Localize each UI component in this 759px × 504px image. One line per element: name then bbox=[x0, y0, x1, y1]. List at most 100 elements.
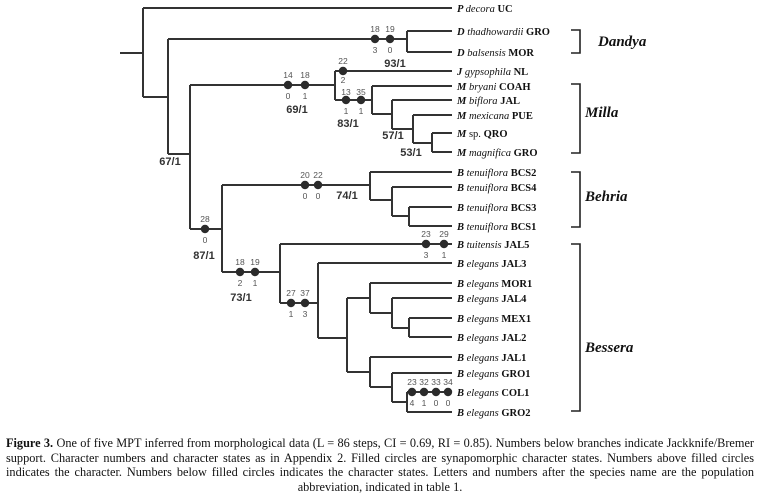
clade-label-milla: Milla bbox=[584, 105, 619, 121]
taxon-label-part: B bbox=[456, 279, 467, 290]
taxon-label-part: GRO bbox=[526, 27, 550, 38]
taxon-label-part: tenuiflora bbox=[467, 183, 511, 194]
taxon-label: B elegans JAL1 bbox=[456, 353, 526, 364]
support-label: 53/1 bbox=[400, 147, 421, 159]
taxon-label-part: M bbox=[456, 129, 469, 140]
taxon-label: M sp. QRO bbox=[456, 129, 507, 140]
synapomorphy-circle bbox=[385, 34, 395, 44]
support-label: 69/1 bbox=[286, 104, 307, 116]
character-state: 1 bbox=[344, 106, 349, 116]
character-state: 3 bbox=[303, 309, 308, 319]
taxon-label-part: elegans bbox=[467, 388, 502, 399]
taxon-label-part: JAL4 bbox=[501, 294, 527, 305]
taxon-label-part: B bbox=[456, 168, 467, 179]
taxon-label-part: sp. bbox=[469, 129, 484, 140]
character-number: 27 bbox=[286, 288, 296, 298]
synapomorphy-circle bbox=[300, 180, 310, 190]
taxon-label-part: B bbox=[456, 203, 467, 214]
taxon-label: B elegans MEX1 bbox=[456, 314, 531, 325]
taxon-label: B tenuiflora BCS1 bbox=[456, 222, 536, 233]
taxon-label-part: tenuiflora bbox=[467, 222, 511, 233]
character-state: 0 bbox=[316, 191, 321, 201]
taxon-label-part: elegans bbox=[467, 314, 502, 325]
character-state: 3 bbox=[424, 250, 429, 260]
taxon-label: B tenuiflora BCS2 bbox=[456, 168, 536, 179]
taxon-label-part: GRO bbox=[514, 148, 538, 159]
support-label: 74/1 bbox=[336, 190, 357, 202]
taxon-label: B elegans COL1 bbox=[456, 388, 529, 399]
taxon-label-part: BCS3 bbox=[511, 203, 537, 214]
taxon-label: B tenuiflora BCS4 bbox=[456, 183, 537, 194]
character-number: 23 bbox=[421, 229, 431, 239]
taxon-label: M mexicana PUE bbox=[456, 111, 533, 122]
taxon-label-part: elegans bbox=[467, 279, 502, 290]
synapomorphy-circle bbox=[443, 387, 453, 397]
taxon-label-part: magnifica bbox=[469, 148, 514, 159]
caption-label: Figure 3. bbox=[6, 436, 54, 450]
taxon-label-part: gypsophila bbox=[465, 67, 514, 78]
taxon-label: D balsensis MOR bbox=[456, 48, 534, 59]
character-number: 35 bbox=[356, 87, 366, 97]
taxon-label-part: D bbox=[456, 27, 467, 38]
synapomorphy-circle bbox=[341, 95, 351, 105]
taxon-label: B elegans GRO1 bbox=[456, 369, 531, 380]
clade-bracket bbox=[571, 171, 581, 228]
taxon-label-part: elegans bbox=[467, 259, 502, 270]
taxon-label-part: BCS2 bbox=[511, 168, 537, 179]
taxon-label-part: COAH bbox=[499, 82, 531, 93]
taxon-label-part: tenuiflora bbox=[467, 168, 511, 179]
character-number: 22 bbox=[338, 56, 348, 66]
taxon-label-part: JAL3 bbox=[501, 259, 526, 270]
character-number: 19 bbox=[250, 257, 260, 267]
character-number: 18 bbox=[235, 257, 245, 267]
taxon-label-part: elegans bbox=[467, 369, 502, 380]
taxon-label-part: B bbox=[456, 222, 467, 233]
clade-bracket bbox=[571, 243, 581, 412]
taxon-label-part: M bbox=[456, 111, 469, 122]
taxon-label-part: B bbox=[456, 388, 467, 399]
taxon-label-part: tuitensis bbox=[467, 240, 505, 251]
synapomorphy-circle bbox=[300, 80, 310, 90]
taxon-label-part: biflora bbox=[469, 96, 500, 107]
taxon-label-part: BCS1 bbox=[511, 222, 537, 233]
character-state: 2 bbox=[341, 75, 346, 85]
taxon-label: M magnifica GRO bbox=[456, 148, 538, 159]
taxon-label: B tenuiflora BCS3 bbox=[456, 203, 536, 214]
character-state: 1 bbox=[253, 278, 258, 288]
taxon-label-part: elegans bbox=[467, 294, 502, 305]
taxon-label-part: thadhowardii bbox=[467, 27, 526, 38]
character-number: 28 bbox=[200, 214, 210, 224]
synapomorphy-circle bbox=[439, 239, 449, 249]
taxon-label: B elegans JAL2 bbox=[456, 333, 526, 344]
support-label: 57/1 bbox=[382, 130, 403, 142]
taxon-label-part: B bbox=[456, 183, 467, 194]
character-state: 1 bbox=[303, 91, 308, 101]
character-number: 37 bbox=[300, 288, 310, 298]
synapomorphy-circle bbox=[283, 80, 293, 90]
character-number: 18 bbox=[300, 70, 310, 80]
support-label: 87/1 bbox=[193, 250, 214, 262]
taxon-label-part: BCS4 bbox=[511, 183, 537, 194]
support-label: 67/1 bbox=[159, 156, 180, 168]
character-number: 23 bbox=[407, 377, 417, 387]
synapomorphy-circle bbox=[313, 180, 323, 190]
clade-label-bessera: Bessera bbox=[584, 340, 634, 356]
taxon-label-part: B bbox=[456, 259, 467, 270]
taxon-label-part: MOR1 bbox=[501, 279, 532, 290]
character-state: 1 bbox=[422, 398, 427, 408]
character-state: 0 bbox=[286, 91, 291, 101]
taxon-label-part: JAL5 bbox=[504, 240, 529, 251]
character-number: 20 bbox=[300, 170, 310, 180]
taxon-label-part: UC bbox=[497, 4, 512, 15]
character-state: 0 bbox=[203, 235, 208, 245]
taxon-label-part: elegans bbox=[467, 353, 502, 364]
taxon-label-part: B bbox=[456, 333, 467, 344]
taxon-label-part: GRO1 bbox=[501, 369, 530, 380]
taxon-label: D thadhowardii GRO bbox=[456, 27, 550, 38]
taxon-label: P decora UC bbox=[457, 4, 513, 15]
taxon-label-part: M bbox=[456, 96, 469, 107]
character-state: 0 bbox=[446, 398, 451, 408]
clade-bracket bbox=[571, 83, 581, 154]
taxon-label: B elegans JAL3 bbox=[456, 259, 526, 270]
taxon-label-part: balsensis bbox=[467, 48, 508, 59]
